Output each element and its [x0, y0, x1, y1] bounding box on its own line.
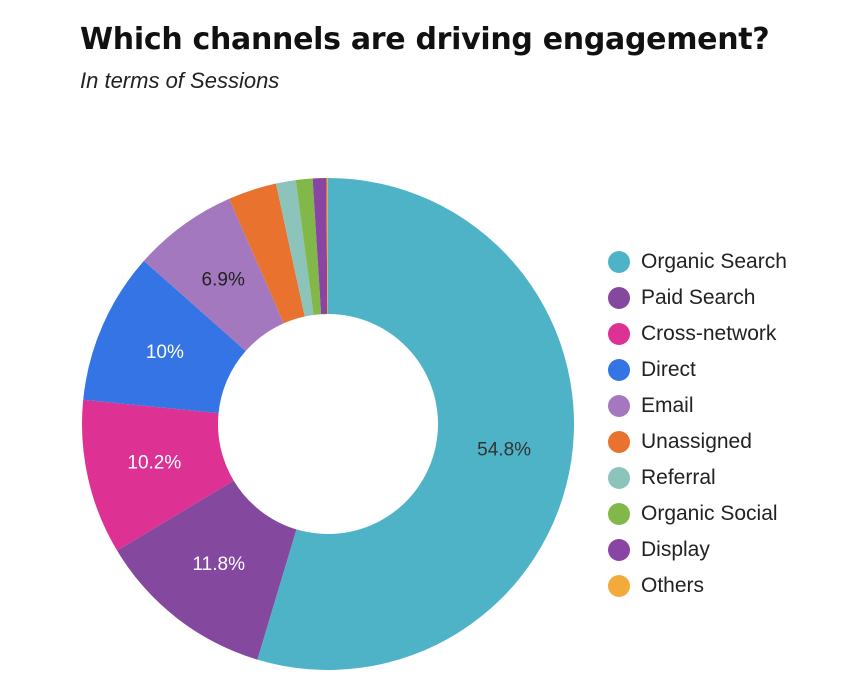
- legend-swatch: [608, 431, 630, 453]
- slice-display[interactable]: [312, 178, 328, 315]
- slice-paid-search[interactable]: [117, 480, 297, 660]
- legend-label: Unassigned: [641, 430, 752, 453]
- data-label-email: 6.9%: [202, 270, 245, 291]
- legend-item-direct[interactable]: Direct: [608, 352, 787, 388]
- slice-direct[interactable]: [83, 260, 246, 414]
- chart-title: Which channels are driving engagement?: [80, 22, 770, 57]
- legend-label: Display: [641, 538, 710, 561]
- legend-swatch: [608, 287, 630, 309]
- slice-organic-search[interactable]: [257, 178, 575, 670]
- legend-label: Organic Search: [641, 250, 787, 273]
- slice-others[interactable]: [326, 178, 328, 315]
- data-label-paid-search: 11.8%: [193, 554, 246, 575]
- legend-item-organic-search[interactable]: Organic Search: [608, 244, 787, 280]
- slice-unassigned[interactable]: [229, 183, 305, 324]
- legend-item-display[interactable]: Display: [608, 532, 787, 568]
- legend-item-cross-network[interactable]: Cross-network: [608, 316, 787, 352]
- legend-swatch: [608, 539, 630, 561]
- legend-item-email[interactable]: Email: [608, 388, 787, 424]
- chart-subtitle: In terms of Sessions: [80, 68, 280, 93]
- legend-label: Others: [641, 574, 705, 597]
- legend-swatch: [608, 575, 630, 597]
- slice-cross-network[interactable]: [82, 399, 234, 551]
- legend-item-others[interactable]: Others: [608, 568, 787, 604]
- legend-label: Organic Social: [641, 502, 778, 525]
- legend-item-unassigned[interactable]: Unassigned: [608, 424, 787, 460]
- legend-label: Referral: [641, 466, 716, 489]
- legend-label: Cross-network: [641, 322, 777, 345]
- legend-label: Email: [641, 394, 694, 417]
- legend-label: Paid Search: [641, 286, 756, 309]
- slice-referral[interactable]: [275, 180, 314, 317]
- legend-swatch: [608, 359, 630, 381]
- data-label-organic-search: 54.8%: [477, 439, 531, 460]
- legend-item-paid-search[interactable]: Paid Search: [608, 280, 787, 316]
- slice-organic-social[interactable]: [295, 178, 322, 315]
- data-label-direct: 10%: [146, 342, 184, 363]
- legend-swatch: [608, 503, 630, 525]
- legend-swatch: [608, 323, 630, 345]
- legend-item-organic-social[interactable]: Organic Social: [608, 496, 787, 532]
- data-label-cross-network: 10.2%: [127, 452, 181, 473]
- legend-swatch: [608, 395, 630, 417]
- legend-item-referral[interactable]: Referral: [608, 460, 787, 496]
- legend-swatch: [608, 467, 630, 489]
- slice-email[interactable]: [143, 198, 284, 352]
- legend-swatch: [608, 251, 630, 273]
- legend-label: Direct: [641, 358, 696, 381]
- chart-legend: Organic Search Paid Search Cross-network Di…: [608, 244, 787, 604]
